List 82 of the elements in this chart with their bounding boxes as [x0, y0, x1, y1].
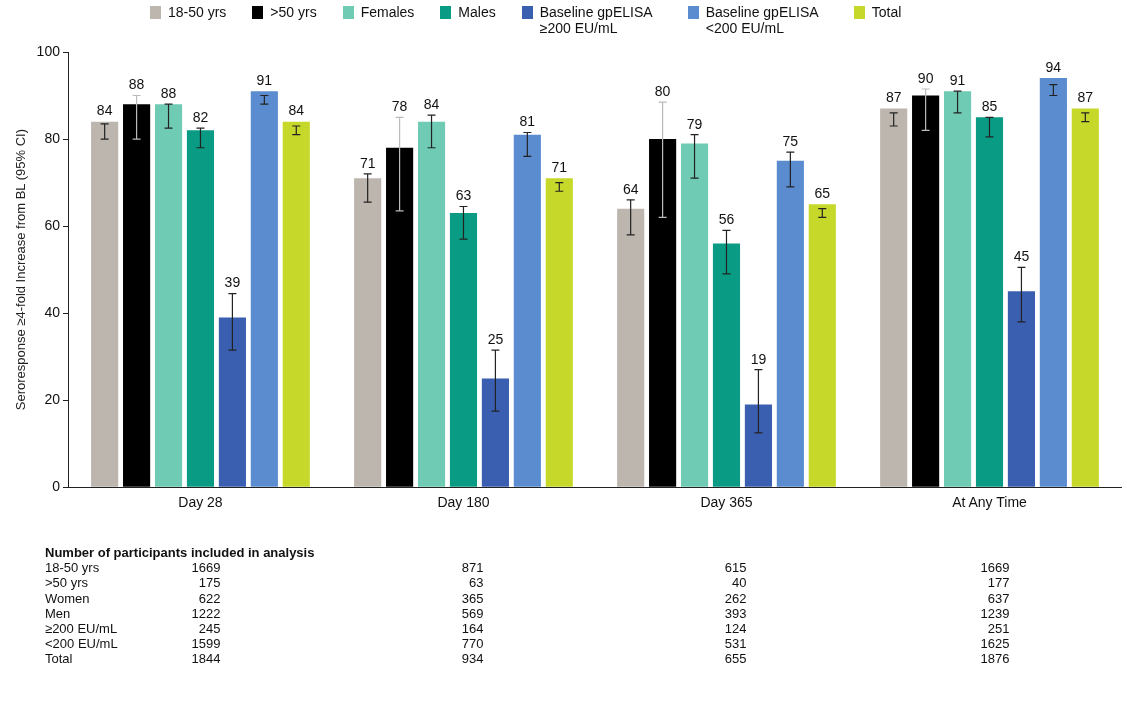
- legend-label: Baseline gpELISA ≥200 EU/mL: [539, 4, 654, 36]
- bar: [250, 91, 278, 487]
- data-label: 71: [359, 154, 376, 171]
- data-label: 84: [423, 95, 440, 112]
- data-label: 87: [1077, 89, 1094, 106]
- data-label: 78: [391, 98, 408, 115]
- bar: [943, 91, 972, 487]
- data-label: 19: [750, 350, 767, 367]
- data-label: 94: [1045, 58, 1062, 75]
- bar: [386, 147, 414, 487]
- data-label: 85: [981, 98, 998, 115]
- data-label: 71: [551, 159, 568, 176]
- data-label: 82: [192, 109, 209, 126]
- bar: [744, 404, 772, 487]
- y-tick-label: 80: [44, 129, 61, 146]
- data-label: 91: [949, 72, 966, 89]
- bar: [680, 143, 709, 487]
- bar: [354, 178, 382, 487]
- bar: [513, 134, 541, 487]
- data-label: 91: [256, 72, 273, 89]
- y-tick-label: 40: [44, 303, 61, 320]
- data-label: 56: [718, 211, 735, 228]
- legend-label: >50 yrs: [270, 4, 317, 20]
- bar: [417, 121, 446, 487]
- bar: [649, 139, 677, 487]
- bar: [545, 178, 573, 487]
- text: 18-50 yrs 1669 871 615 1669: [45, 560, 1010, 576]
- bar: [449, 213, 478, 487]
- data-label: 88: [128, 76, 145, 93]
- data-label: 81: [519, 113, 536, 130]
- legend-label: Total: [871, 4, 902, 20]
- bar: [218, 317, 246, 487]
- data-label: 64: [622, 180, 639, 197]
- y-tick-label: 60: [44, 216, 61, 233]
- bar: [808, 204, 836, 487]
- bar: [1071, 108, 1099, 487]
- data-label: 39: [224, 274, 241, 291]
- legend-label: Females: [360, 4, 415, 20]
- bar: [186, 130, 215, 487]
- data-label: 90: [917, 69, 934, 86]
- text: Number of participants included in analysis: [45, 545, 315, 560]
- legend-label: 18-50 yrs: [168, 4, 227, 20]
- bar: [481, 378, 509, 487]
- y-tick-label: 0: [52, 478, 61, 495]
- x-tick-label: Day 28: [178, 494, 223, 511]
- bar: [154, 104, 183, 487]
- bar: [282, 121, 310, 487]
- data-label: 75: [782, 132, 799, 149]
- bar: [912, 95, 940, 487]
- bar: [1039, 78, 1067, 487]
- legend-label: Baseline gpELISA <200 EU/mL: [705, 4, 820, 36]
- x-tick-label: At Any Time: [952, 494, 1028, 511]
- data-label: 88: [160, 85, 177, 102]
- x-tick-label: Day 365: [700, 494, 753, 511]
- data-label: 65: [814, 185, 831, 202]
- y-axis-title: Seroresponse ≥4-fold Increase from BL (95% CI): [13, 128, 29, 411]
- data-label: 87: [885, 89, 902, 106]
- bar: [712, 243, 741, 487]
- data-label: 84: [288, 102, 305, 119]
- bar: [1007, 291, 1036, 487]
- bar: [975, 117, 1004, 487]
- data-label: 25: [487, 330, 504, 347]
- legend-label: Males: [458, 4, 496, 20]
- data-label: 79: [686, 115, 703, 132]
- data-label: 80: [654, 82, 671, 99]
- y-tick-label: 100: [36, 42, 61, 59]
- data-label: 63: [455, 187, 472, 204]
- text: Men 1222 569 393 1239: [45, 605, 1010, 621]
- y-tick-label: 20: [44, 391, 61, 408]
- x-tick-label: Day 180: [437, 494, 490, 511]
- bar: [617, 208, 645, 487]
- text: Women 622 365 262 637: [45, 590, 1010, 606]
- text: >50 yrs 175 63 40 177: [45, 575, 1010, 591]
- text: ≥200 EU/mL 245 164 124 251: [45, 621, 1010, 636]
- data-label: 45: [1013, 248, 1030, 265]
- text: <200 EU/mL 1599 770 531 1625: [45, 636, 1010, 652]
- bar: [91, 121, 119, 487]
- data-label: 84: [96, 102, 113, 119]
- text: Total 1844 934 655 1876: [45, 651, 1010, 667]
- bar: [776, 160, 804, 487]
- bar: [880, 108, 908, 487]
- bar: [123, 104, 151, 487]
